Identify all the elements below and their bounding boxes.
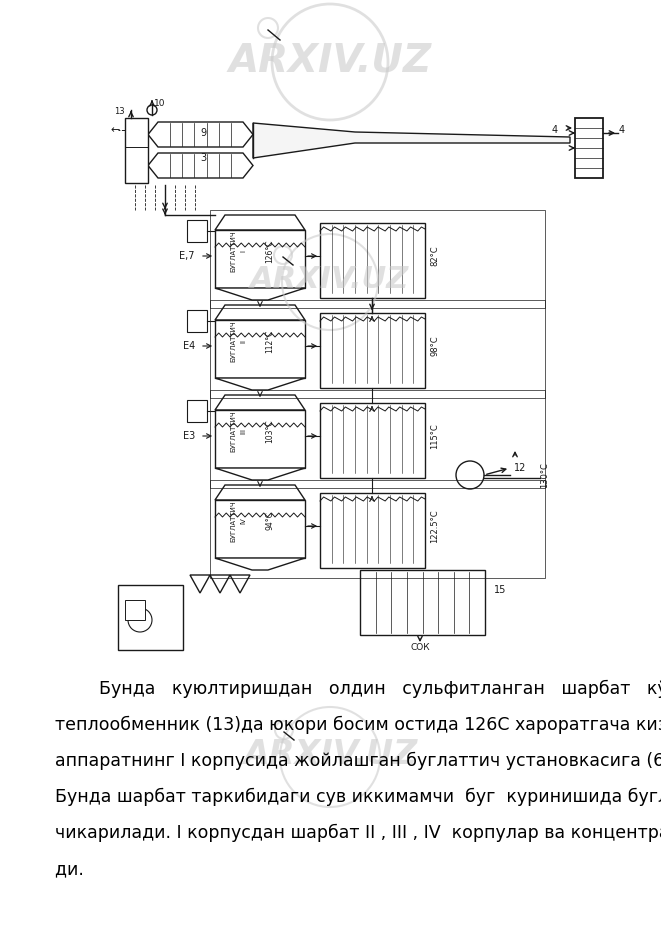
Text: 12: 12 (514, 463, 526, 473)
Text: ARXIV.UZ: ARXIV.UZ (243, 739, 417, 771)
Text: Бунда шарбат таркибидаги сув иккимамчи  буг  куринишида буглантириб: Бунда шарбат таркибидаги сув иккимамчи б… (55, 788, 661, 806)
Text: 103°С: 103°С (266, 419, 274, 443)
Text: 4: 4 (552, 125, 558, 135)
Bar (215, 320, 305, 378)
Polygon shape (215, 468, 305, 480)
Bar (125, 118, 148, 183)
Bar (187, 220, 207, 242)
Text: чикарилади. I корпусдан шарбат II , III , IV  корпулар ва концентратга уйиб кера: чикарилади. I корпусдан шарбат II , III … (55, 824, 661, 842)
Polygon shape (215, 305, 305, 320)
Bar (360, 570, 485, 635)
Text: теплообменник (13)да юкори босим остида 126С хароратгача киздирилади ва: теплообменник (13)да юкори босим остида … (55, 716, 661, 734)
Bar (320, 313, 425, 388)
Polygon shape (190, 575, 210, 593)
Text: БУГЛАТТИЧ: БУГЛАТТИЧ (230, 230, 236, 272)
Text: Бунда   куюлтиришдан   олдин   сульфитланган   шарбат   кўп   йулли: Бунда куюлтиришдан олдин сульфитланган ш… (55, 680, 661, 698)
Text: 130°С: 130°С (541, 462, 549, 488)
Polygon shape (230, 575, 250, 593)
Bar (320, 493, 425, 568)
Text: 112°С: 112°С (266, 329, 274, 352)
Polygon shape (253, 123, 570, 158)
Text: ARXIV.UZ: ARXIV.UZ (228, 41, 432, 79)
Circle shape (456, 461, 484, 489)
Text: 13: 13 (114, 108, 124, 117)
Text: аппаратнинг I корпусида жойлашган буглаттич установкасига (6) юборилади.: аппаратнинг I корпусида жойлашган буглат… (55, 752, 661, 770)
Bar (215, 500, 305, 558)
Text: Е3: Е3 (182, 431, 195, 441)
Polygon shape (215, 485, 305, 500)
Text: БУГЛАТТИЧ: БУГЛАТТИЧ (230, 320, 236, 362)
Polygon shape (215, 288, 305, 300)
Text: 3: 3 (200, 153, 206, 163)
Text: ARXIV.UZ: ARXIV.UZ (251, 266, 410, 295)
Text: Е,7: Е,7 (180, 251, 195, 261)
Polygon shape (210, 575, 230, 593)
Text: 126°С: 126°С (266, 239, 274, 263)
Text: 4: 4 (619, 125, 625, 135)
Text: III: III (240, 428, 246, 434)
Circle shape (147, 105, 157, 115)
Text: 10: 10 (154, 98, 166, 108)
Bar (575, 118, 603, 178)
Bar (210, 480, 545, 578)
Text: II: II (240, 339, 246, 343)
Text: БУГЛАТТИЧ: БУГЛАТТИЧ (230, 500, 236, 542)
Polygon shape (215, 395, 305, 410)
Text: СОК: СОК (410, 643, 430, 653)
Bar (320, 403, 425, 478)
Bar (320, 223, 425, 298)
Bar (125, 600, 145, 620)
Polygon shape (148, 122, 253, 147)
Bar (210, 210, 545, 308)
Bar (215, 230, 305, 288)
Bar (215, 410, 305, 468)
Text: 98°С: 98°С (430, 336, 440, 356)
Polygon shape (215, 558, 305, 570)
Polygon shape (148, 153, 253, 178)
Text: 115°С: 115°С (430, 424, 440, 449)
Polygon shape (215, 378, 305, 390)
Text: 82°С: 82°С (430, 246, 440, 266)
Bar (187, 310, 207, 332)
Bar (118, 585, 183, 650)
Text: ди.: ди. (55, 860, 89, 878)
Text: Е4: Е4 (182, 341, 195, 351)
Text: IV: IV (240, 518, 246, 525)
Text: БУГЛАТТИЧ: БУГЛАТТИЧ (230, 410, 236, 452)
Circle shape (128, 608, 152, 632)
Text: 122.5°С: 122.5°С (430, 510, 440, 543)
Text: 94°С: 94°С (266, 511, 274, 530)
Bar (187, 400, 207, 422)
Text: 15: 15 (494, 585, 506, 595)
Text: I: I (240, 250, 246, 252)
Polygon shape (215, 215, 305, 230)
Bar (210, 300, 545, 398)
Bar (210, 390, 545, 488)
Text: 9: 9 (200, 128, 206, 138)
Text: ←: ← (110, 125, 120, 135)
